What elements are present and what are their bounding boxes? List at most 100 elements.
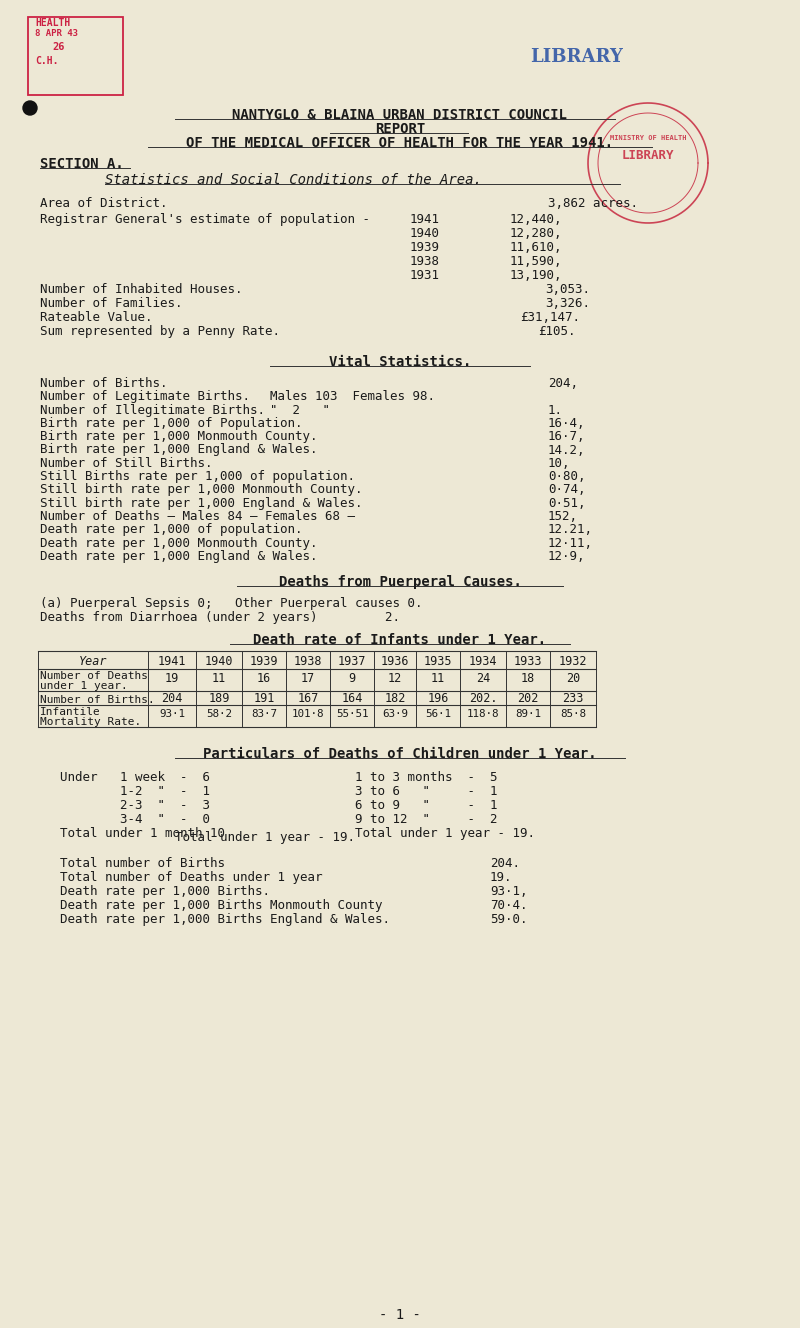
Text: Area of District.: Area of District.	[40, 197, 167, 210]
Text: 58·2: 58·2	[206, 709, 232, 720]
Text: LIBRARY: LIBRARY	[530, 48, 623, 66]
Text: 204: 204	[162, 692, 182, 705]
Text: Total under 1 year - 19.: Total under 1 year - 19.	[355, 827, 535, 841]
Text: Number of Still Births.: Number of Still Births.	[40, 457, 213, 470]
Text: Death rate per 1,000 Monmouth County.: Death rate per 1,000 Monmouth County.	[40, 537, 318, 550]
Text: Vital Statistics.: Vital Statistics.	[329, 355, 471, 369]
Text: Particulars of Deaths of Children under 1 Year.: Particulars of Deaths of Children under …	[203, 748, 597, 761]
Text: Number of Births.: Number of Births.	[40, 695, 154, 705]
Text: under 1 year.: under 1 year.	[40, 681, 128, 691]
Text: Males 103  Females 98.: Males 103 Females 98.	[270, 390, 435, 404]
Text: Statistics and Social Conditions of the Area.: Statistics and Social Conditions of the …	[105, 173, 482, 187]
Text: Under   1 week  -  6: Under 1 week - 6	[60, 772, 210, 785]
Text: 11: 11	[431, 672, 445, 685]
Text: SECTION A.: SECTION A.	[40, 157, 124, 171]
Text: Number of Births.: Number of Births.	[40, 377, 167, 390]
Text: 1941: 1941	[410, 212, 440, 226]
Text: 3,326.: 3,326.	[545, 297, 590, 309]
Text: 93·1,: 93·1,	[490, 886, 527, 898]
Text: Number of Families.: Number of Families.	[40, 297, 182, 309]
Text: 55·51: 55·51	[336, 709, 368, 720]
Text: NANTYGLO & BLAINA URBAN DISTRICT COUNCIL: NANTYGLO & BLAINA URBAN DISTRICT COUNCIL	[233, 108, 567, 122]
Text: 204.: 204.	[490, 857, 520, 870]
Text: 11,590,: 11,590,	[510, 255, 562, 268]
Text: Still birth rate per 1,000 England & Wales.: Still birth rate per 1,000 England & Wal…	[40, 497, 362, 510]
Text: Deaths from Puerperal Causes.: Deaths from Puerperal Causes.	[278, 575, 522, 590]
Text: 204,: 204,	[548, 377, 578, 390]
Text: 18: 18	[521, 672, 535, 685]
Text: 83·7: 83·7	[251, 709, 277, 720]
Text: 1935: 1935	[424, 655, 452, 668]
Text: 164: 164	[342, 692, 362, 705]
Text: 202: 202	[518, 692, 538, 705]
Text: Year: Year	[78, 655, 107, 668]
Text: Birth rate per 1,000 Monmouth County.: Birth rate per 1,000 Monmouth County.	[40, 430, 318, 444]
Circle shape	[23, 101, 37, 116]
Text: 1938: 1938	[410, 255, 440, 268]
Text: 3,862 acres.: 3,862 acres.	[548, 197, 638, 210]
Text: 89·1: 89·1	[515, 709, 541, 720]
Text: 70·4.: 70·4.	[490, 899, 527, 912]
Text: 1939: 1939	[250, 655, 278, 668]
Text: Still Births rate per 1,000 of population.: Still Births rate per 1,000 of populatio…	[40, 470, 355, 483]
Text: 202.: 202.	[469, 692, 498, 705]
Text: Deaths from Diarrhoea (under 2 years)         2.: Deaths from Diarrhoea (under 2 years) 2.	[40, 611, 400, 624]
Text: Death rate per 1,000 Births England & Wales.: Death rate per 1,000 Births England & Wa…	[60, 914, 390, 926]
Text: 1940: 1940	[410, 227, 440, 240]
Text: 1941: 1941	[158, 655, 186, 668]
Text: 167: 167	[298, 692, 318, 705]
Text: 12·9,: 12·9,	[548, 550, 586, 563]
Text: 182: 182	[384, 692, 406, 705]
Text: OF THE MEDICAL OFFICER OF HEALTH FOR THE YEAR 1941.: OF THE MEDICAL OFFICER OF HEALTH FOR THE…	[186, 135, 614, 150]
Text: Number of Deaths: Number of Deaths	[40, 671, 148, 681]
Text: 1 to 3 months  -  5: 1 to 3 months - 5	[355, 772, 498, 785]
Text: 152,: 152,	[548, 510, 578, 523]
Text: Total number of Deaths under 1 year: Total number of Deaths under 1 year	[60, 871, 322, 884]
Text: 0·80,: 0·80,	[548, 470, 586, 483]
Text: 14.2,: 14.2,	[548, 444, 586, 457]
Text: 233: 233	[562, 692, 584, 705]
Text: 16·4,: 16·4,	[548, 417, 586, 430]
Text: Still birth rate per 1,000 Monmouth County.: Still birth rate per 1,000 Monmouth Coun…	[40, 483, 362, 497]
Text: Total under 1 month 10: Total under 1 month 10	[60, 827, 225, 841]
Text: 16: 16	[257, 672, 271, 685]
Text: 13,190,: 13,190,	[510, 270, 562, 282]
Text: 2-3  "  -  3: 2-3 " - 3	[60, 799, 210, 813]
Text: 196: 196	[427, 692, 449, 705]
Text: Death rate per 1,000 England & Wales.: Death rate per 1,000 England & Wales.	[40, 550, 318, 563]
Text: 26: 26	[52, 42, 65, 52]
Text: 12·11,: 12·11,	[548, 537, 593, 550]
Text: 1.: 1.	[548, 404, 563, 417]
Text: 101·8: 101·8	[292, 709, 324, 720]
Text: 12.21,: 12.21,	[548, 523, 593, 537]
Text: Death rate per 1,000 Births.: Death rate per 1,000 Births.	[60, 886, 270, 898]
Text: 1938: 1938	[294, 655, 322, 668]
Text: 59·0.: 59·0.	[490, 914, 527, 926]
Text: Death rate per 1,000 of population.: Death rate per 1,000 of population.	[40, 523, 302, 537]
Text: 11,610,: 11,610,	[510, 240, 562, 254]
Text: 11: 11	[212, 672, 226, 685]
Text: Infantile: Infantile	[40, 708, 101, 717]
Text: 0·51,: 0·51,	[548, 497, 586, 510]
Text: 8 APR 43: 8 APR 43	[35, 29, 78, 39]
Text: 1933: 1933	[514, 655, 542, 668]
Text: REPORT: REPORT	[375, 122, 425, 135]
Text: Number of Illegitimate Births.: Number of Illegitimate Births.	[40, 404, 265, 417]
Text: Number of Inhabited Houses.: Number of Inhabited Houses.	[40, 283, 242, 296]
Text: 191: 191	[254, 692, 274, 705]
Text: 16·7,: 16·7,	[548, 430, 586, 444]
Text: 118·8: 118·8	[466, 709, 499, 720]
Text: 3,053.: 3,053.	[545, 283, 590, 296]
Text: 12,440,: 12,440,	[510, 212, 562, 226]
Text: (a) Puerperal Sepsis 0;   Other Puerperal causes 0.: (a) Puerperal Sepsis 0; Other Puerperal …	[40, 598, 422, 610]
Text: 1932: 1932	[558, 655, 587, 668]
Text: 1934: 1934	[469, 655, 498, 668]
Text: 1-2  "  -  1: 1-2 " - 1	[60, 785, 210, 798]
Text: Registrar General's estimate of population -: Registrar General's estimate of populati…	[40, 212, 370, 226]
Text: 9: 9	[349, 672, 355, 685]
Text: 19.: 19.	[490, 871, 513, 884]
Text: MINISTRY OF HEALTH: MINISTRY OF HEALTH	[610, 135, 686, 141]
Text: Death rate per 1,000 Births Monmouth County: Death rate per 1,000 Births Monmouth Cou…	[60, 899, 382, 912]
Text: £31,147.: £31,147.	[520, 311, 580, 324]
Text: 12: 12	[388, 672, 402, 685]
